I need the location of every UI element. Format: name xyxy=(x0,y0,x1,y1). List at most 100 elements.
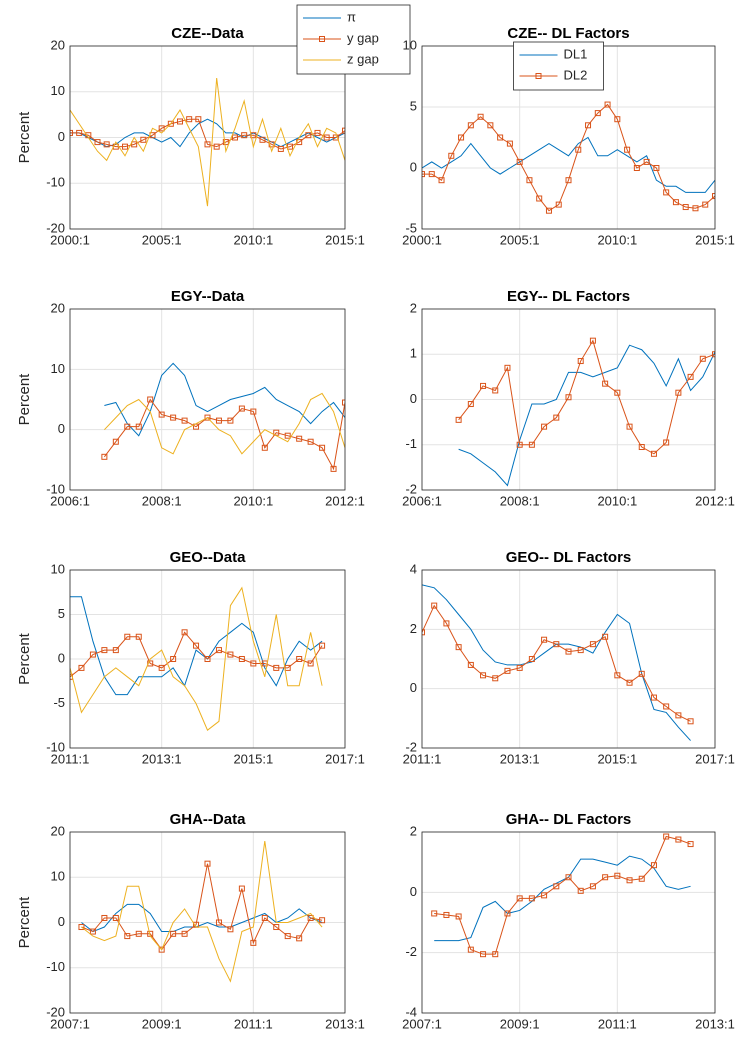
marker xyxy=(204,860,211,867)
x-tick-label: 2007:1 xyxy=(402,1016,442,1031)
plot-area xyxy=(101,362,345,472)
marker xyxy=(516,158,523,165)
y-tick-label: 10 xyxy=(403,37,417,52)
marker xyxy=(589,337,596,344)
marker xyxy=(528,441,535,448)
series-line xyxy=(458,344,715,487)
marker xyxy=(227,651,234,658)
series-line xyxy=(422,584,691,741)
marker xyxy=(565,648,572,655)
marker xyxy=(167,120,174,127)
x-tick-label: 2011:1 xyxy=(598,1016,637,1031)
marker xyxy=(528,895,535,902)
plot-area xyxy=(431,833,694,958)
axes-frame xyxy=(69,45,346,230)
y-tick-label: 1 xyxy=(410,346,417,361)
marker xyxy=(480,672,487,679)
marker xyxy=(575,146,582,153)
subplot: -20 -10 0 10 20 2007:1 2009:1 2011:1 2013:1 GHA--… xyxy=(16,811,365,1031)
marker xyxy=(186,116,193,123)
subplot: -20 -10 0 10 20 2000:1 2005:1 2010:1 2015:1 CZE--… xyxy=(16,4,411,247)
y-tick-label: 2 xyxy=(410,300,417,315)
marker xyxy=(213,143,220,150)
subplot: -4 -2 0 2 2007:1 2009:1 2011:1 2013:1 GHA-- DL F… xyxy=(402,811,735,1031)
marker xyxy=(307,660,314,667)
marker xyxy=(181,629,188,636)
plot-area xyxy=(70,586,326,731)
x-tick-label: 2008:1 xyxy=(142,493,182,508)
y-tick-label: 10 xyxy=(51,83,65,98)
marker xyxy=(602,874,609,881)
marker xyxy=(650,862,657,869)
y-tick-label: -20 xyxy=(46,220,65,235)
marker xyxy=(480,951,487,958)
marker xyxy=(122,143,128,150)
marker xyxy=(577,358,584,365)
marker xyxy=(215,647,222,654)
y-tick-label: -4 xyxy=(405,1004,417,1019)
marker xyxy=(222,139,229,146)
marker xyxy=(480,382,487,389)
y-tick-label: -20 xyxy=(46,1004,65,1019)
plot-area xyxy=(422,101,715,214)
x-tick-label: 2010:1 xyxy=(233,493,273,508)
series-line xyxy=(70,118,345,148)
y-tick-label: 10 xyxy=(51,361,65,376)
marker xyxy=(526,177,533,184)
y-tick-label: 0 xyxy=(410,884,417,899)
y-tick-label: 5 xyxy=(410,98,417,113)
marker xyxy=(687,718,694,725)
marker xyxy=(541,423,548,430)
marker xyxy=(504,910,511,917)
subplot: -10 -5 0 5 10 2011:1 2013:1 2015:1 2017:1 GEO--Da… xyxy=(16,549,365,766)
marker xyxy=(565,177,572,184)
marker xyxy=(626,877,633,884)
x-tick-label: 2011:1 xyxy=(51,751,90,766)
marker xyxy=(158,664,165,671)
marker xyxy=(101,647,108,654)
marker xyxy=(101,453,108,460)
x-tick-label: 2013:1 xyxy=(500,751,540,766)
marker xyxy=(431,602,438,609)
marker xyxy=(215,417,222,424)
marker xyxy=(626,423,633,430)
x-tick-label: 2010:1 xyxy=(597,493,637,508)
marker xyxy=(672,199,679,206)
series-line xyxy=(70,118,345,150)
y-tick-label: 0 xyxy=(410,159,417,174)
y-axis-label: Percent xyxy=(16,111,33,164)
marker xyxy=(614,389,621,396)
chart-title: CZE--Data xyxy=(171,25,244,42)
marker xyxy=(241,132,248,139)
subplot: -2 0 2 4 2011:1 2013:1 2015:1 2017:1 GEO-- DL Fa… xyxy=(403,549,735,766)
marker xyxy=(215,919,222,926)
y-tick-label: 4 xyxy=(410,561,417,576)
marker xyxy=(431,910,438,917)
x-tick-label: 2010:1 xyxy=(233,232,273,247)
chart-title: GHA--Data xyxy=(170,811,246,828)
marker xyxy=(614,116,621,123)
marker xyxy=(455,913,462,920)
y-tick-label: 20 xyxy=(51,300,65,315)
x-tick-label: 2013:1 xyxy=(695,1016,735,1031)
marker xyxy=(516,441,523,448)
marker xyxy=(307,438,314,445)
series-line xyxy=(422,103,715,212)
marker xyxy=(78,664,85,671)
marker xyxy=(448,152,455,159)
marker xyxy=(195,116,202,123)
marker xyxy=(330,465,337,472)
marker xyxy=(663,833,670,840)
x-tick-label: 2015:1 xyxy=(597,751,637,766)
plot-area xyxy=(455,337,715,487)
y-tick-label: 2 xyxy=(410,621,417,636)
marker xyxy=(177,118,183,125)
y-tick-label: -1 xyxy=(405,436,417,451)
chart-title: EGY-- DL Factors xyxy=(507,288,630,305)
axes-frame xyxy=(69,831,346,1014)
marker xyxy=(158,946,165,953)
marker xyxy=(323,134,330,141)
marker xyxy=(76,129,83,136)
marker xyxy=(553,883,560,890)
x-tick-label: 2006:1 xyxy=(402,493,442,508)
